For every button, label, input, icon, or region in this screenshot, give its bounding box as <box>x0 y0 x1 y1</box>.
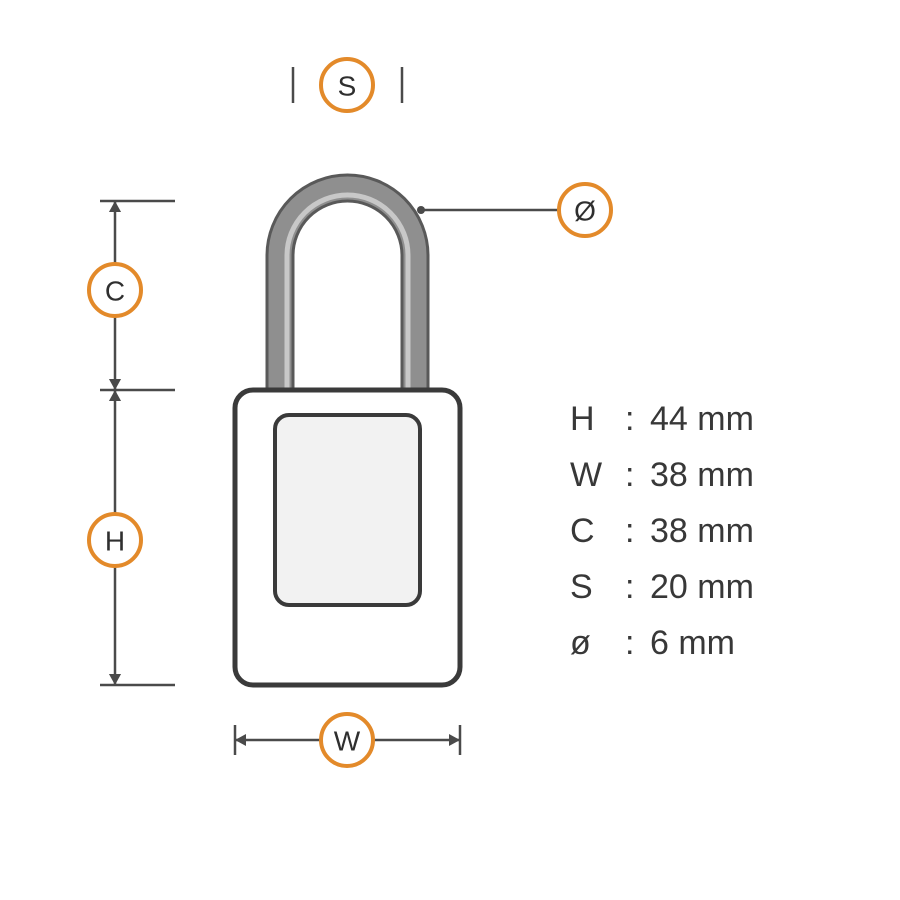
dim-marker-w: W <box>321 714 373 766</box>
dim-marker-d: Ø <box>559 184 611 236</box>
spec-label: S <box>570 568 625 607</box>
spec-colon: : <box>625 400 650 439</box>
arrowhead <box>109 674 121 685</box>
dim-marker-s: S <box>321 59 373 111</box>
spec-row-H: H:44 mm <box>570 400 754 439</box>
svg-text:W: W <box>334 726 361 757</box>
spec-row-S: S:20 mm <box>570 568 754 607</box>
svg-text:H: H <box>105 526 125 557</box>
arrowhead <box>449 734 460 746</box>
spec-row-ø: ø:6 mm <box>570 624 735 663</box>
spec-value: 38 mm <box>650 512 754 551</box>
lock-body-inner <box>275 415 420 605</box>
spec-label: H <box>570 400 625 439</box>
spec-value: 44 mm <box>650 400 754 439</box>
svg-text:Ø: Ø <box>574 196 596 227</box>
spec-colon: : <box>625 456 650 495</box>
arrowhead <box>109 390 121 401</box>
arrowhead <box>109 201 121 212</box>
spec-row-W: W:38 mm <box>570 456 754 495</box>
spec-colon: : <box>625 624 650 663</box>
spec-row-C: C:38 mm <box>570 512 754 551</box>
spec-value: 20 mm <box>650 568 754 607</box>
svg-text:S: S <box>338 71 357 102</box>
dim-marker-h: H <box>89 514 141 566</box>
spec-value: 38 mm <box>650 456 754 495</box>
shackle-highlight <box>287 195 408 390</box>
spec-label: C <box>570 512 625 551</box>
padlock-diagram-svg: SCHWØ <box>0 0 900 900</box>
svg-text:C: C <box>105 276 125 307</box>
spec-colon: : <box>625 568 650 607</box>
arrowhead <box>109 379 121 390</box>
diagram-container: SCHWØ H:44 mmW:38 mmC:38 mmS:20 mmø:6 mm <box>0 0 900 900</box>
spec-colon: : <box>625 512 650 551</box>
dim-marker-c: C <box>89 264 141 316</box>
dim-leader-dot <box>417 206 425 214</box>
arrowhead <box>235 734 246 746</box>
spec-value: 6 mm <box>650 624 735 663</box>
shackle <box>267 175 428 390</box>
spec-label: W <box>570 456 625 495</box>
spec-label: ø <box>570 624 625 663</box>
